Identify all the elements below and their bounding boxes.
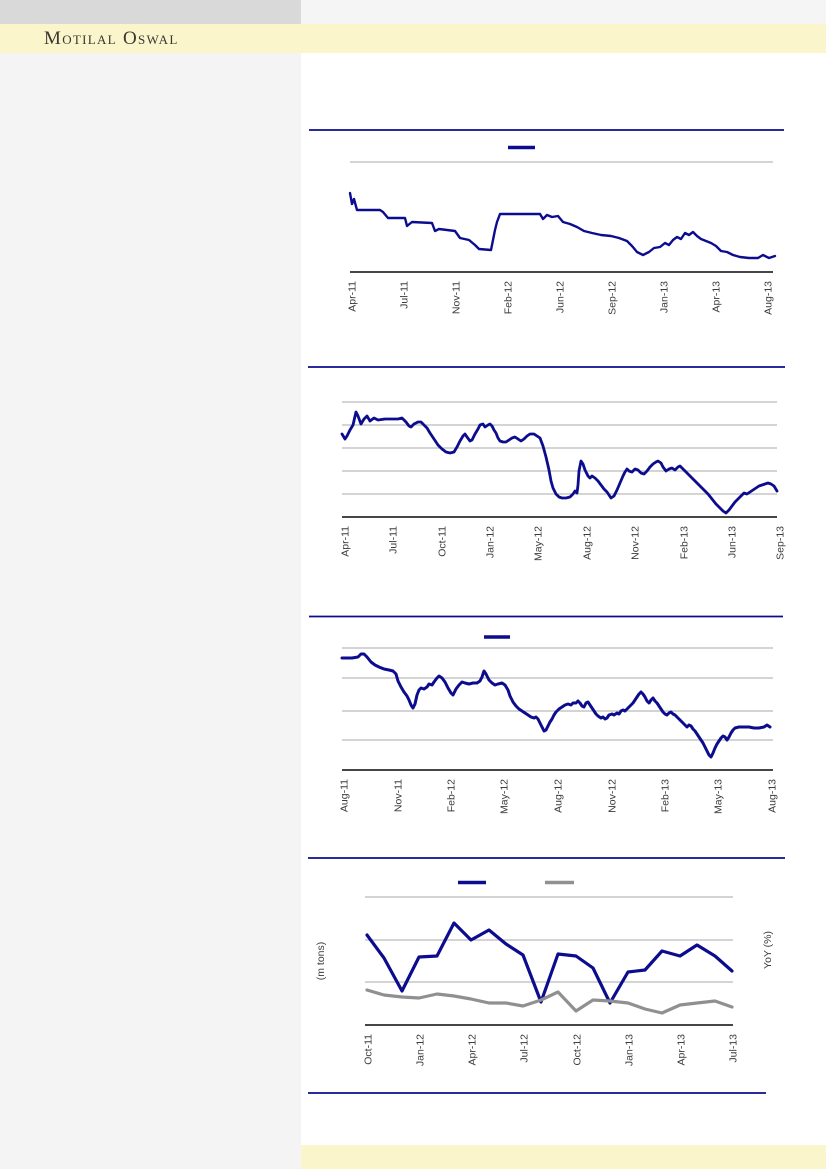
footer-band bbox=[301, 1145, 826, 1169]
chart-2-x-tick-label: Sep-13 bbox=[775, 526, 787, 560]
chart-4-series-1-line bbox=[365, 921, 734, 1005]
chart-3-x-tick-label: Aug-11 bbox=[339, 779, 351, 812]
chart-3-x-tick-label: Nov-11 bbox=[393, 779, 405, 812]
chart-1-x-tick-label: Apr-13 bbox=[711, 281, 723, 313]
chart-2-x-tick-label: Oct-11 bbox=[437, 526, 449, 557]
chart-1-series-1-line bbox=[348, 191, 777, 260]
chart-1-x-tick-label: Nov-11 bbox=[451, 281, 463, 314]
chart-2-x-tick-label: May-12 bbox=[533, 526, 545, 561]
chart-3-x-tick-label: Feb-13 bbox=[660, 779, 672, 812]
chart-3-x-tick-label: May-13 bbox=[713, 779, 725, 814]
chart-4-x-tick-label: Jan-13 bbox=[624, 1034, 636, 1066]
chart-2-series-1-line bbox=[340, 410, 779, 515]
chart-4-ylabel-left: (m tons) bbox=[315, 942, 327, 981]
chart-4-x-tick-label: Apr-12 bbox=[467, 1034, 479, 1066]
chart-2-x-tick-label: Feb-13 bbox=[679, 526, 691, 559]
chart-2-x-tick-label: Nov-12 bbox=[630, 526, 642, 560]
chart-4-x-tick-label: Apr-13 bbox=[676, 1034, 688, 1066]
chart-2-x-tick-label: Apr-11 bbox=[340, 526, 352, 557]
chart-4-series-2-line bbox=[365, 988, 734, 1015]
chart-1-x-tick-label: Jun-12 bbox=[555, 281, 567, 313]
chart-2-x-tick-label: Jun-13 bbox=[727, 526, 739, 558]
chart-2-x-tick-label: Jul-11 bbox=[388, 526, 400, 554]
chart-4-x-tick-label: Jan-12 bbox=[415, 1034, 427, 1066]
chart-4-x-tick-label: Jul-13 bbox=[728, 1034, 740, 1063]
chart-3-x-tick-label: Feb-12 bbox=[446, 779, 458, 812]
chart-3-x-tick-label: Aug-13 bbox=[767, 779, 779, 813]
top-gray-bar bbox=[0, 0, 301, 24]
chart-3-x-tick-label: Aug-12 bbox=[553, 779, 565, 813]
chart-1-x-tick-label: Apr-11 bbox=[347, 281, 359, 312]
chart-4-x-tick-label: Oct-11 bbox=[363, 1034, 375, 1065]
chart-2-x-tick-label: Aug-12 bbox=[582, 526, 594, 560]
chart-4-x-tick-label: Jul-12 bbox=[519, 1034, 531, 1063]
chart-1-x-tick-label: Jan-13 bbox=[659, 281, 671, 313]
chart-1-x-tick-label: Feb-12 bbox=[503, 281, 515, 314]
chart-1-x-tick-label: Aug-13 bbox=[763, 281, 775, 315]
left-sidebar-panel bbox=[0, 0, 301, 1169]
chart-2-x-tick-label: Jan-12 bbox=[485, 526, 497, 558]
brand-band: Motilal Oswal bbox=[0, 24, 826, 53]
chart-3-x-tick-label: Nov-12 bbox=[607, 779, 619, 813]
chart-3-series-1-line bbox=[340, 652, 772, 759]
brand-logo: Motilal Oswal bbox=[44, 27, 179, 49]
chart-4-x-tick-label: Oct-12 bbox=[572, 1034, 584, 1066]
chart-1-x-tick-label: Jul-11 bbox=[399, 281, 411, 309]
chart-3-x-tick-label: May-12 bbox=[499, 779, 511, 814]
chart-4-ylabel-right: YoY (%) bbox=[762, 931, 774, 969]
chart-1-x-tick-label: Sep-12 bbox=[607, 281, 619, 315]
